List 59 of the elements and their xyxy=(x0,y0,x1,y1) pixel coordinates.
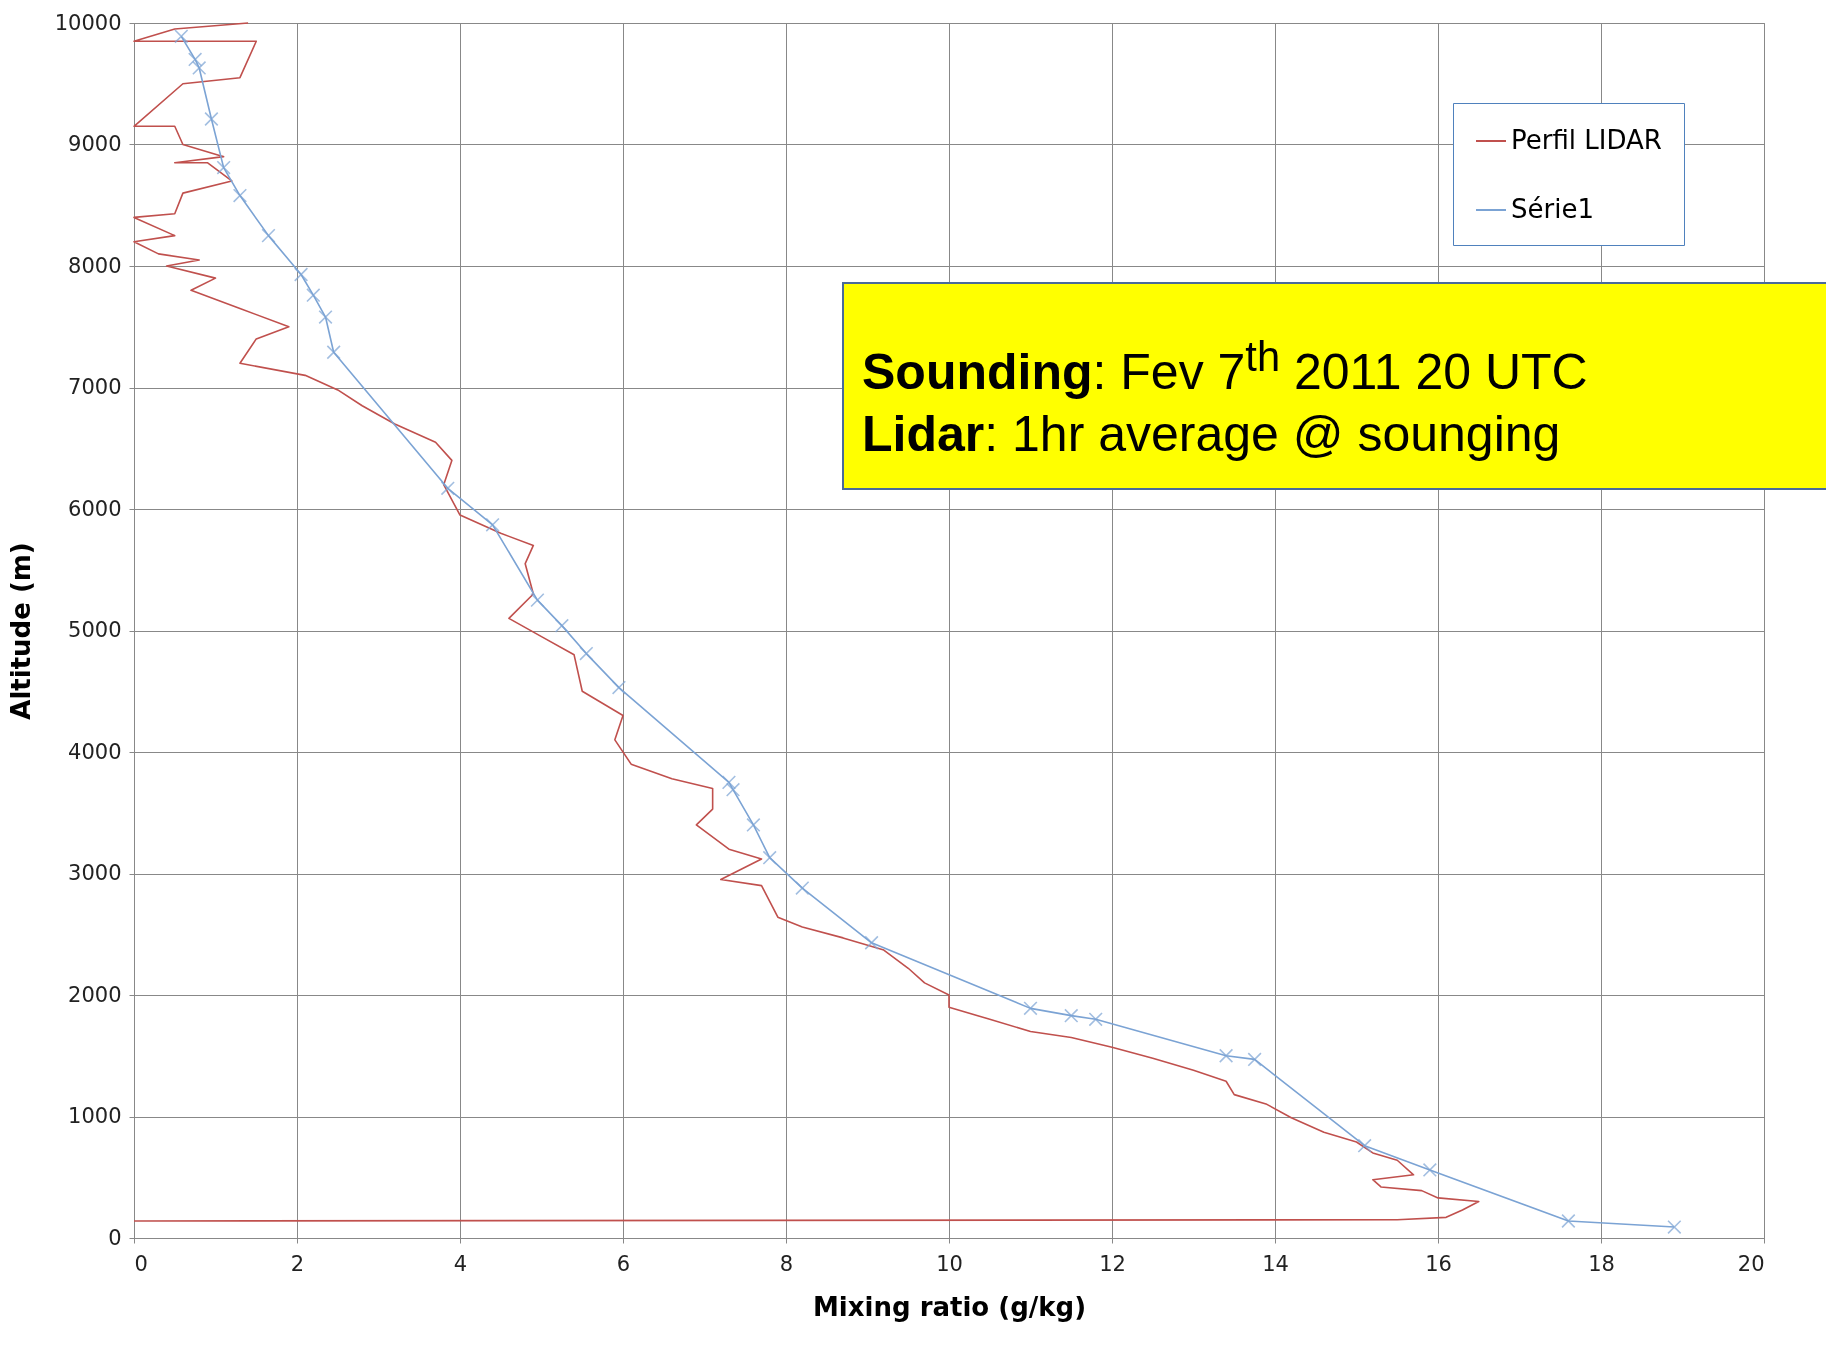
y-tick-label: 3000 xyxy=(68,861,122,885)
x-tick-label: 14 xyxy=(1262,1251,1289,1276)
point xyxy=(204,111,219,127)
y-tick-label: 1000 xyxy=(68,1104,122,1128)
x-tick-label: 12 xyxy=(1099,1251,1126,1276)
point xyxy=(1561,1213,1576,1229)
x-tick-label: 2 xyxy=(290,1251,305,1276)
point xyxy=(1023,1001,1038,1016)
y-tick-label: 6000 xyxy=(68,496,122,521)
point xyxy=(762,850,777,865)
legend-label: Perfil LIDAR xyxy=(1511,125,1662,155)
point xyxy=(293,267,309,282)
point xyxy=(554,618,569,633)
point xyxy=(746,817,761,833)
point xyxy=(1218,1048,1234,1063)
point xyxy=(232,188,248,203)
point xyxy=(440,481,455,496)
point xyxy=(725,782,741,797)
point xyxy=(530,593,545,608)
x-axis-title: Mixing ratio (g/kg) xyxy=(812,1291,1087,1322)
y-axis-title: Altitude (m) xyxy=(5,542,36,720)
legend-label: Série1 xyxy=(1511,194,1594,224)
point xyxy=(188,52,203,67)
point xyxy=(1064,1008,1079,1023)
note-box: Sounding: Fev 7$^{th}$ 2011 20 UTC Lidar: 1hr average @ sounging xyxy=(842,282,1826,490)
point xyxy=(721,775,737,790)
point xyxy=(611,680,627,695)
point xyxy=(174,29,189,44)
point xyxy=(326,345,341,360)
point xyxy=(1667,1219,1682,1235)
point xyxy=(318,309,333,325)
y-tick-label: 2000 xyxy=(68,982,122,1007)
point xyxy=(216,160,231,175)
x-tick-label: 6 xyxy=(616,1251,631,1276)
y-tick-label: 4000 xyxy=(68,739,122,764)
point xyxy=(579,646,594,661)
x-tick-label: 4 xyxy=(453,1251,468,1276)
point xyxy=(261,228,276,243)
x-tick-label: 0 xyxy=(134,1251,148,1276)
point xyxy=(1088,1012,1103,1027)
y-tick-label: 10000 xyxy=(54,10,122,35)
point xyxy=(1357,1138,1372,1153)
point xyxy=(192,60,207,76)
point xyxy=(1247,1052,1262,1067)
y-tick-label: 8000 xyxy=(68,253,122,278)
x-tick-label: 10 xyxy=(936,1251,963,1276)
x-tick-label: 8 xyxy=(779,1251,794,1276)
point xyxy=(485,517,500,532)
point xyxy=(306,288,321,303)
x-tick-label: 20 xyxy=(1737,1251,1765,1276)
point xyxy=(795,880,810,896)
y-tick-label: 7000 xyxy=(68,375,122,399)
y-tick-label: 0 xyxy=(108,1225,122,1250)
y-tick-label: 9000 xyxy=(68,132,122,156)
point xyxy=(1422,1162,1437,1178)
x-tick-label: 16 xyxy=(1425,1251,1452,1276)
point xyxy=(864,935,879,950)
x-tick-label: 18 xyxy=(1588,1251,1615,1276)
y-tick-label: 5000 xyxy=(68,618,122,642)
